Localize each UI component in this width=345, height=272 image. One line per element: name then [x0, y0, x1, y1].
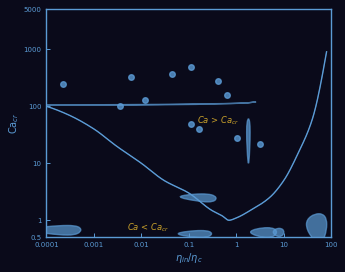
- Ellipse shape: [178, 231, 211, 237]
- Ellipse shape: [21, 225, 81, 235]
- Ellipse shape: [250, 228, 276, 237]
- Y-axis label: Ca$_{cr}$: Ca$_{cr}$: [7, 113, 21, 134]
- X-axis label: $\eta_{in}/\eta_c$: $\eta_{in}/\eta_c$: [175, 251, 203, 265]
- Ellipse shape: [273, 228, 284, 236]
- Ellipse shape: [0, 102, 256, 109]
- Text: Ca < Ca$_{cr}$: Ca < Ca$_{cr}$: [127, 222, 169, 234]
- Text: Ca > Ca$_{cr}$: Ca > Ca$_{cr}$: [197, 115, 239, 127]
- Ellipse shape: [180, 194, 216, 202]
- Ellipse shape: [306, 214, 327, 243]
- Ellipse shape: [247, 119, 250, 163]
